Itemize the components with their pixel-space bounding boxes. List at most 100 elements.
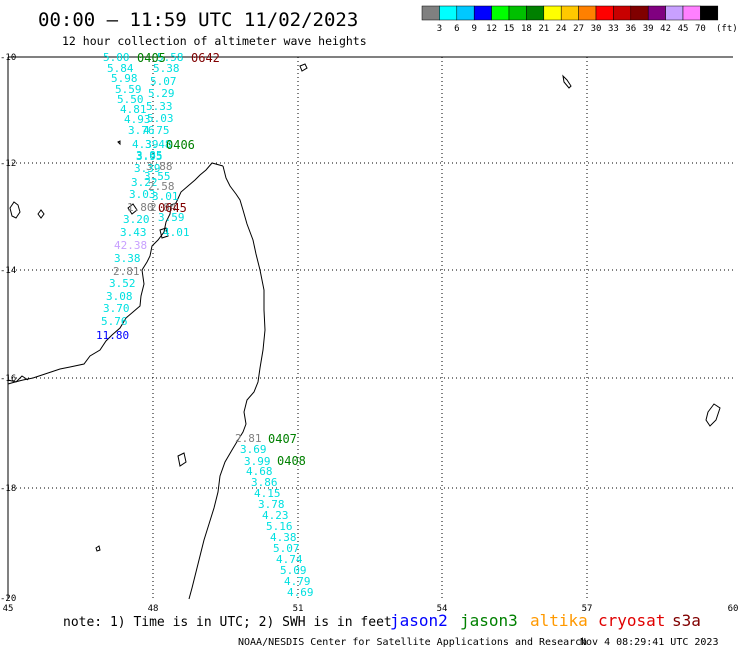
colorbar-tick-label: 3	[437, 24, 442, 34]
wave-height-value: 4.81	[120, 103, 147, 116]
colorbar-tick-label: 18	[521, 24, 532, 34]
latitude-label: -12	[0, 159, 16, 169]
wave-height-value: 42.38	[114, 239, 147, 252]
wave-height-value: 3.76	[128, 124, 155, 137]
wave-height-value: 4.75	[143, 124, 170, 137]
colorbar-tick-label: 30	[591, 24, 602, 34]
colorbar-swatch	[421, 5, 440, 21]
island-comore-2	[37, 209, 45, 219]
pass-time-label: 0405	[137, 51, 166, 65]
colorbar-swatch	[491, 5, 510, 21]
satellite-jason3: jason3	[460, 611, 518, 630]
colorbar-unit: (ft)	[716, 24, 738, 34]
colorbar-swatch	[613, 5, 632, 21]
latitude-labels: -10 -12 -14 -16 -18 -20	[0, 53, 16, 604]
colorbar-tick-label: 39	[643, 24, 654, 34]
wave-height-value: 3.69	[240, 443, 267, 456]
wave-height-value: 5.50	[117, 93, 144, 106]
footer-credit: NOAA/NESDIS Center for Satellite Applica…	[238, 637, 587, 648]
longitude-label: 51	[293, 604, 304, 614]
colorbar-legend: 3 6 9 12 15 18 21 24 27 30 33 36 39 42 45 70	[421, 5, 719, 34]
latitude-label: -10	[0, 53, 16, 63]
wave-height-value: 3.39	[134, 162, 161, 175]
wave-height-value: 3.59	[158, 211, 185, 224]
colorbar-swatch	[508, 5, 527, 21]
wave-height-value: 3.20	[123, 213, 150, 226]
colorbar-swatch	[682, 5, 701, 21]
madagascar-coastline	[7, 162, 224, 385]
pass-time-label: 0406	[166, 138, 195, 152]
colorbar-swatch	[700, 5, 719, 21]
madagascar-east-coast	[188, 165, 266, 600]
colorbar-swatch	[543, 5, 562, 21]
latitude-label: -20	[0, 594, 16, 604]
footer-timestamp: Nov 4 08:29:41 UTC 2023	[580, 637, 718, 648]
colorbar-swatch	[647, 5, 666, 21]
wave-height-value: 5.00	[103, 51, 130, 64]
map-subtitle: 12 hour collection of altimeter wave hei…	[62, 34, 367, 48]
longitude-label: 48	[148, 604, 159, 614]
satellite-cryosat: cryosat	[598, 611, 665, 630]
satellite-legend: jason2 jason3 altika cryosat s3a	[390, 611, 701, 630]
wave-height-value: 3.38	[114, 252, 141, 265]
wave-height-value: 3.86	[251, 476, 278, 489]
wave-height-labels: 5.00 5.58 5.84 5.38 5.98 5.07 5.59 5.29 5.505.33…	[96, 51, 314, 599]
colorbar-swatch	[595, 5, 614, 21]
colorbar-swatch	[560, 5, 579, 21]
island-comore	[9, 201, 21, 219]
map-title: 00:00 – 11:59 UTC 11/02/2023	[38, 9, 358, 31]
latitude-label: -18	[0, 484, 16, 494]
wave-height-value: 3.55	[144, 170, 171, 183]
island-small-2	[117, 140, 121, 146]
wave-height-value: 4.74	[276, 553, 303, 566]
colorbar-swatch	[665, 5, 684, 21]
wave-height-value: 3.03	[129, 188, 156, 201]
longitude-label: 57	[582, 604, 593, 614]
longitude-labels: 45 48 51 54 57 60	[3, 604, 739, 614]
wave-height-value: 4.69	[287, 586, 314, 599]
colorbar-swatch	[473, 5, 492, 21]
colorbar-tick-label: 70	[695, 24, 706, 34]
wave-height-value: 3.85	[136, 149, 163, 162]
wave-height-value: 4.38	[270, 531, 297, 544]
wave-height-value: 3.01	[152, 190, 179, 203]
wave-height-value: 1.80	[127, 201, 154, 214]
colorbar-swatch	[439, 5, 458, 21]
longitude-label: 45	[3, 604, 14, 614]
wave-height-value: 5.16	[266, 520, 293, 533]
wave-height-value: 2.84	[150, 201, 177, 214]
wave-height-value: 5.07	[273, 542, 300, 555]
island-juan-de-nova	[177, 452, 187, 467]
wave-height-value: 5.38	[153, 62, 180, 75]
wave-height-value: 5.33	[146, 100, 173, 113]
wave-height-value: 5.29	[148, 87, 175, 100]
colorbar-tick-label: 45	[678, 24, 689, 34]
map-frame	[7, 56, 733, 599]
pass-time-label: 0642	[191, 51, 220, 65]
colorbar-swatch	[456, 5, 475, 21]
colorbar-tick-label: 21	[538, 24, 549, 34]
latitude-label: -16	[0, 374, 16, 384]
wave-height-value: 11.80	[96, 329, 129, 342]
island-small	[95, 545, 101, 552]
colorbar-tick-label: 12	[486, 24, 497, 34]
wave-height-value: 4.01	[163, 226, 190, 239]
graticule	[8, 57, 733, 599]
longitude-label: 60	[728, 604, 739, 614]
island-aldabra	[299, 63, 308, 72]
colorbar-tick-label: 42	[660, 24, 671, 34]
wave-height-value: 3.48	[145, 138, 172, 151]
island-agalega	[562, 74, 572, 89]
wave-height-value: 5.84	[107, 62, 134, 75]
wave-height-value: 2.81	[235, 432, 262, 445]
colorbar-swatch	[630, 5, 649, 21]
wave-height-value: 5.07	[150, 75, 177, 88]
colorbar-tick-label: 15	[504, 24, 515, 34]
latitude-label: -14	[0, 266, 16, 276]
colorbar-tick-label: 6	[454, 24, 459, 34]
satellite-jason2: jason2	[390, 611, 448, 630]
island-rodrigues	[705, 403, 721, 427]
wave-height-value: 3.43	[120, 226, 147, 239]
island-nosy	[159, 227, 169, 239]
